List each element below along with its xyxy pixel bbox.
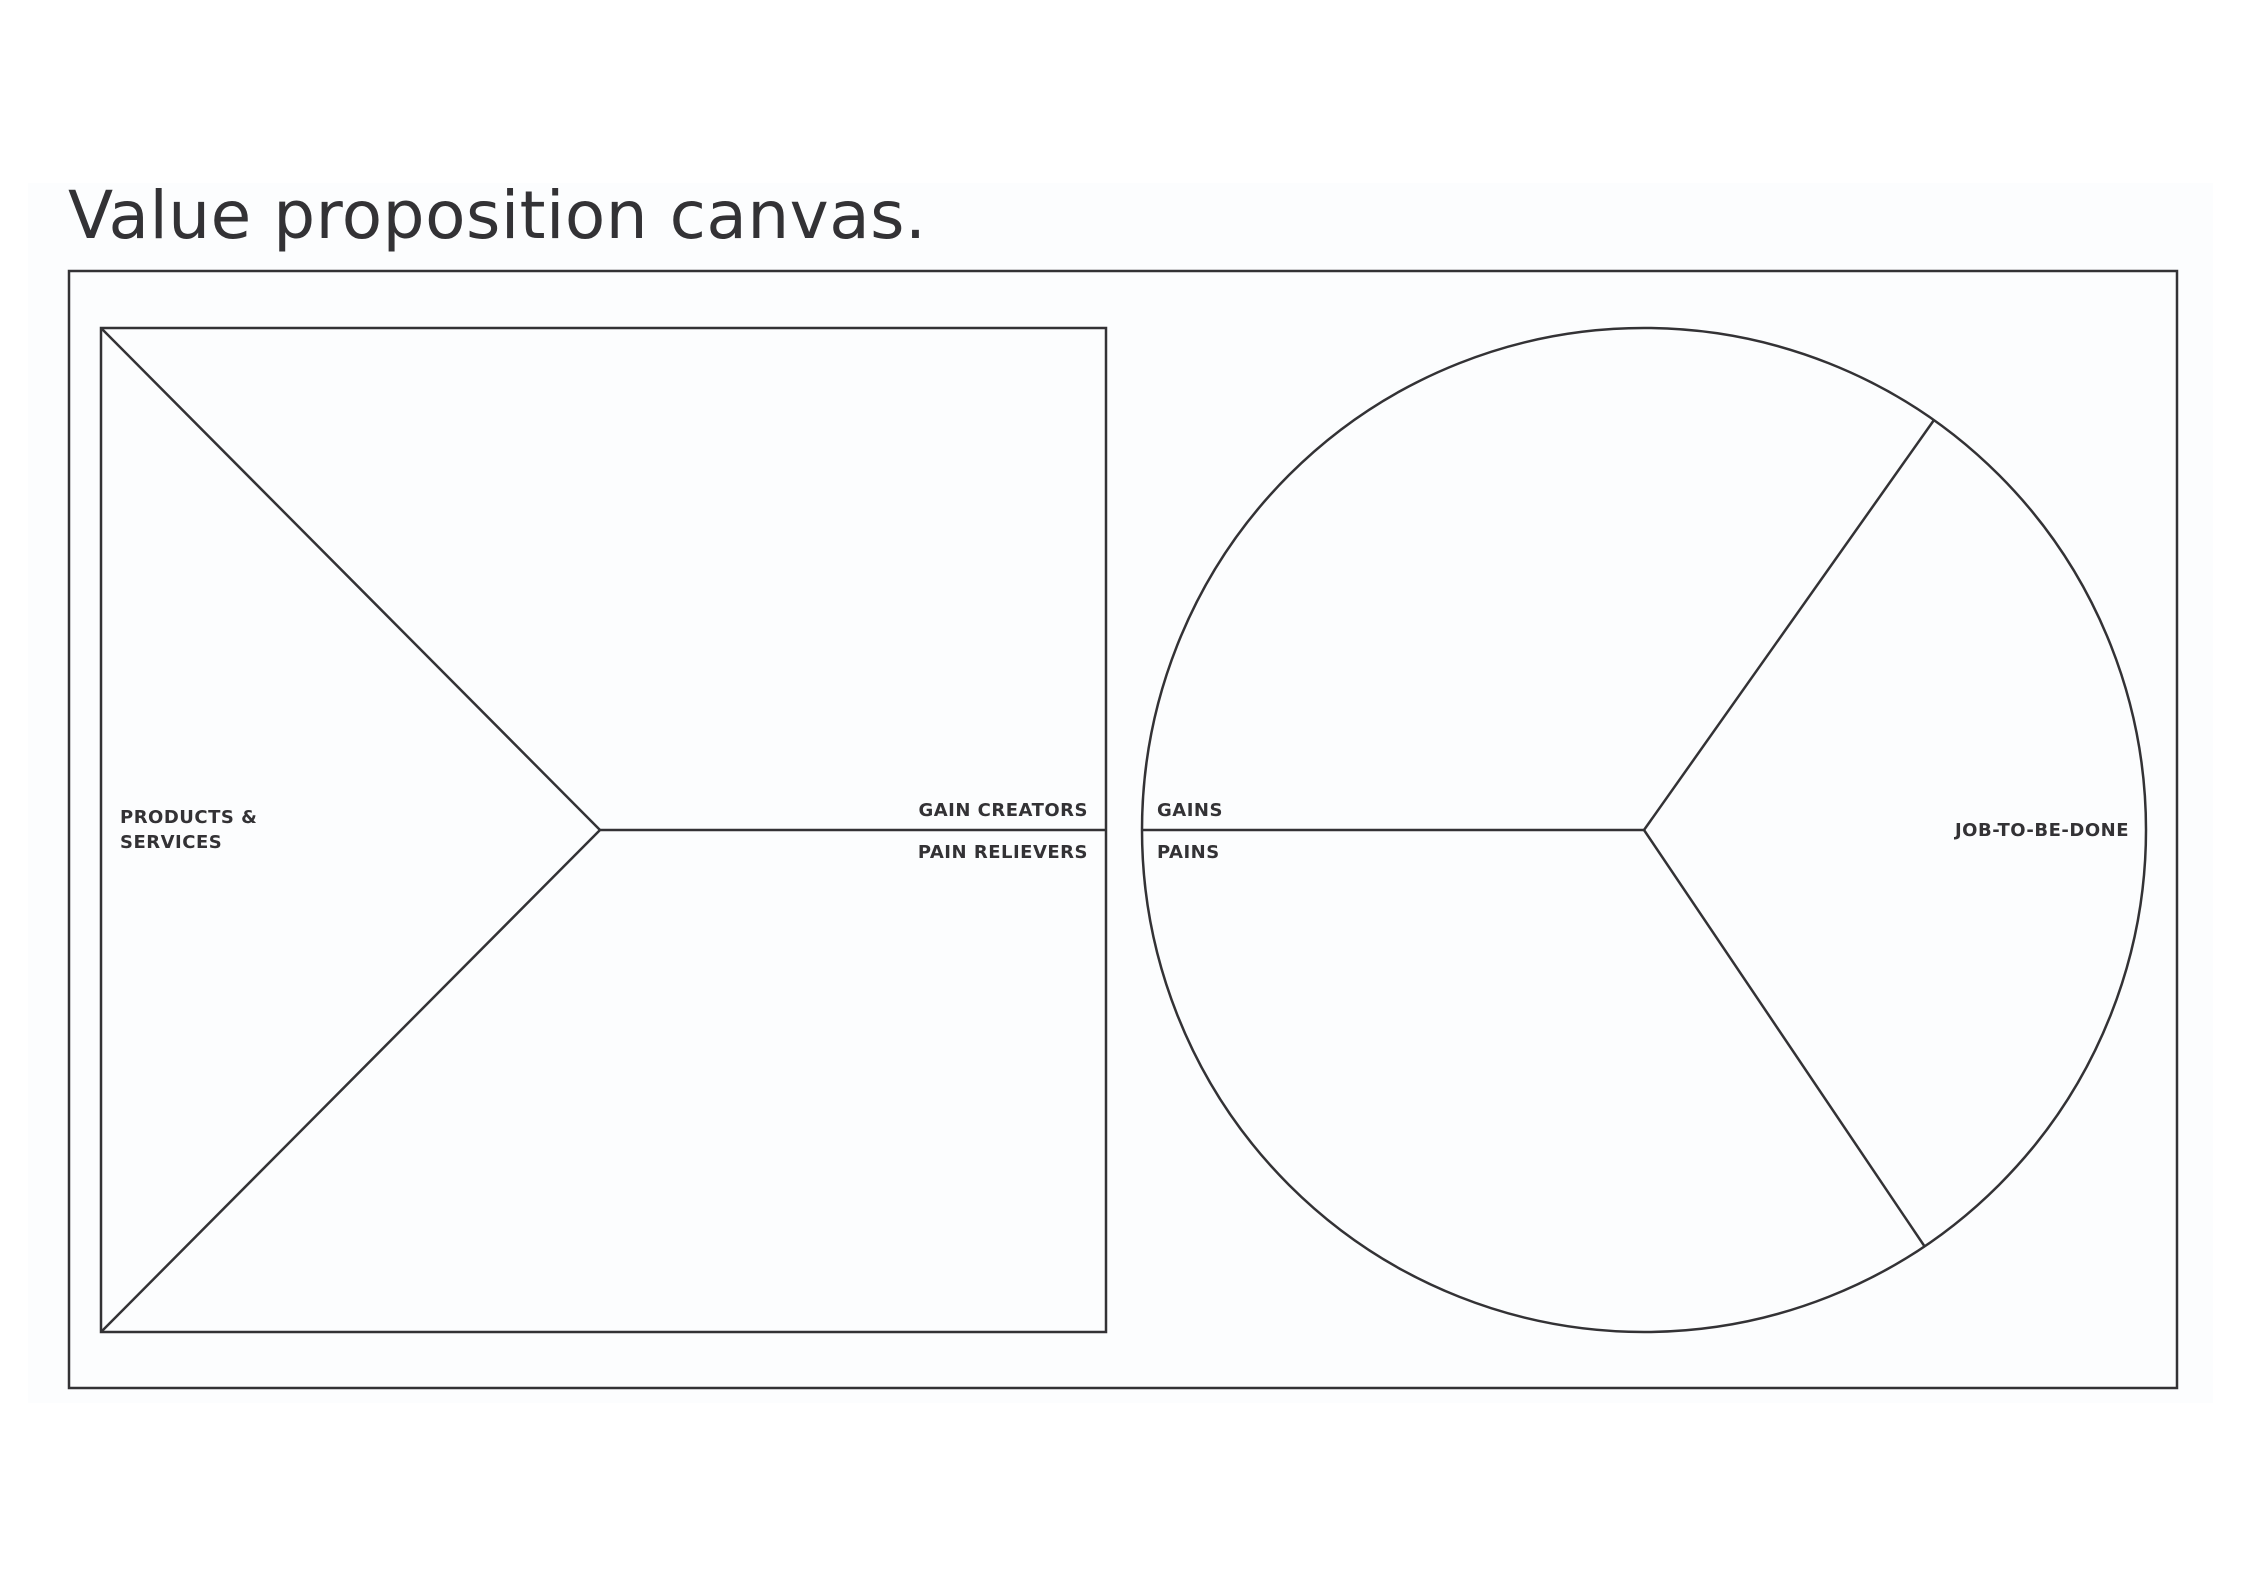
value-map-upper-divider: [100, 327, 601, 831]
customer-profile-upper-divider: [1642, 419, 1936, 831]
gain-creators-label: GAIN CREATORS: [918, 800, 1088, 821]
value-map: PRODUCTS & SERVICES GAIN CREATORS PAIN R…: [99, 326, 1108, 1334]
page-title: Value proposition canvas.: [68, 177, 927, 254]
gains-label: GAINS: [1157, 800, 1223, 821]
customer-profile-lower-divider: [1642, 829, 1927, 1248]
outer-frame: [67, 269, 2179, 1390]
pain-relievers-label: PAIN RELIEVERS: [918, 842, 1088, 863]
pains-label: PAINS: [1157, 842, 1220, 863]
customer-profile: GAINS PAINS JOB-TO-BE-DONE: [1140, 326, 2148, 1334]
job-to-be-done-label: JOB-TO-BE-DONE: [1953, 820, 2129, 841]
value-map-lower-divider: [100, 829, 601, 1333]
products-services-label-line1: PRODUCTS &: [120, 807, 257, 828]
canvas-background: [28, 183, 2213, 1403]
products-services-label-line2: SERVICES: [120, 832, 222, 853]
